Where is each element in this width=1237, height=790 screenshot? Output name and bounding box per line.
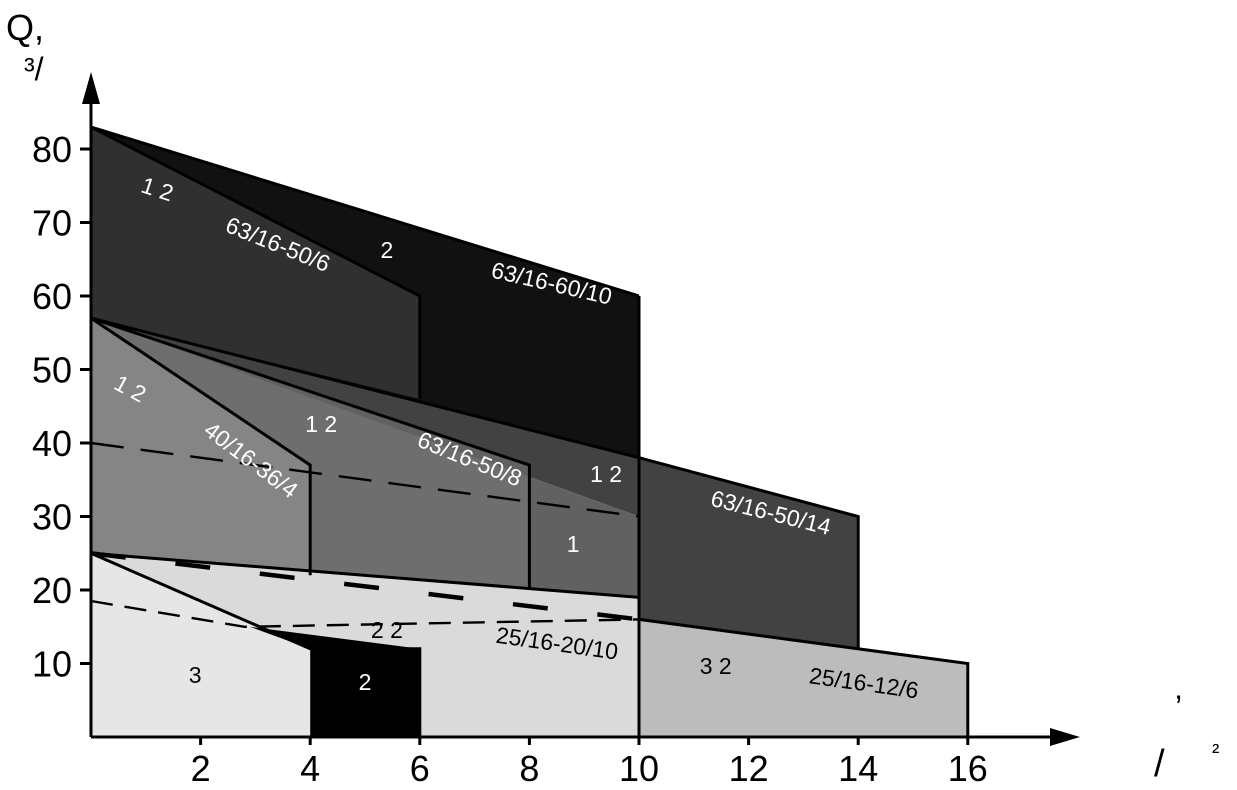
zone-label-l-12-d: 1 2 [590, 461, 622, 487]
zone-z-63-50-6 [91, 127, 420, 399]
zone-z-63-50-8 [91, 318, 530, 590]
zone-z-2-small [249, 626, 420, 737]
y-axis-title: Q, [6, 7, 44, 48]
y-axis-units: ³/ [24, 51, 44, 87]
zone-z-40-36-4 [91, 318, 311, 576]
x-axis-mark: ’ [1175, 689, 1182, 725]
boundary-b-left [90, 316, 312, 576]
y-tick-label-30: 30 [32, 497, 72, 538]
zone-label-l-1: 1 [567, 531, 580, 557]
boundary-b-main [90, 316, 860, 649]
y-tick-label-10: 10 [32, 644, 72, 685]
boundary-b-diag [90, 551, 422, 737]
y-axis-arrow [82, 72, 100, 104]
zone-areas [91, 127, 968, 737]
boundary-b-57-46 [90, 125, 422, 399]
y-tick-label-40: 40 [32, 423, 72, 464]
zone-label-l-32: 3 2 [700, 653, 732, 679]
y-tick-label-60: 60 [32, 276, 72, 317]
x-tick-label-14: 14 [838, 748, 878, 789]
dashed-d-40 [90, 441, 640, 518]
zone-z-25-20-10 [91, 553, 639, 737]
zone-label-l-22: 2 2 [371, 617, 403, 643]
x-tick-label-4: 4 [300, 748, 320, 789]
x-axis-exponent: ² [1212, 739, 1219, 764]
dashed-d-18 [90, 599, 859, 650]
x-axis-title: / [1154, 743, 1165, 785]
axes [82, 72, 1080, 746]
zone-z-25-12-6 [639, 619, 968, 737]
boundary-b-mid [90, 316, 531, 590]
y-tick-label-20: 20 [32, 570, 72, 611]
boundary-b-25 [90, 551, 640, 599]
x-tick-label-12: 12 [729, 748, 769, 789]
y-tick-label-70: 70 [32, 203, 72, 244]
zone-label-l-12-c: 1 2 [305, 411, 337, 437]
zone-z-3 [91, 553, 311, 737]
y-tick-label-50: 50 [32, 350, 72, 391]
zone-z-1 [91, 318, 639, 598]
dashed-lines [90, 441, 859, 650]
x-tick-label-16: 16 [948, 748, 988, 789]
zone-z-63-50-14 [91, 318, 859, 649]
x-axis-arrow [1050, 728, 1080, 746]
boundary-b-top [90, 125, 640, 298]
dashed-d-25 [90, 551, 640, 622]
zone-label-l-2-a: 2 [381, 237, 394, 263]
y-tick-label-80: 80 [32, 129, 72, 170]
x-tick-label-10: 10 [619, 748, 659, 789]
x-tick-label-8: 8 [519, 748, 539, 789]
zone-label-l-2-b: 2 [359, 669, 372, 695]
x-tick-label-6: 6 [410, 748, 430, 789]
zone-label-l-3: 3 [189, 662, 202, 688]
x-tick-label-2: 2 [191, 748, 211, 789]
